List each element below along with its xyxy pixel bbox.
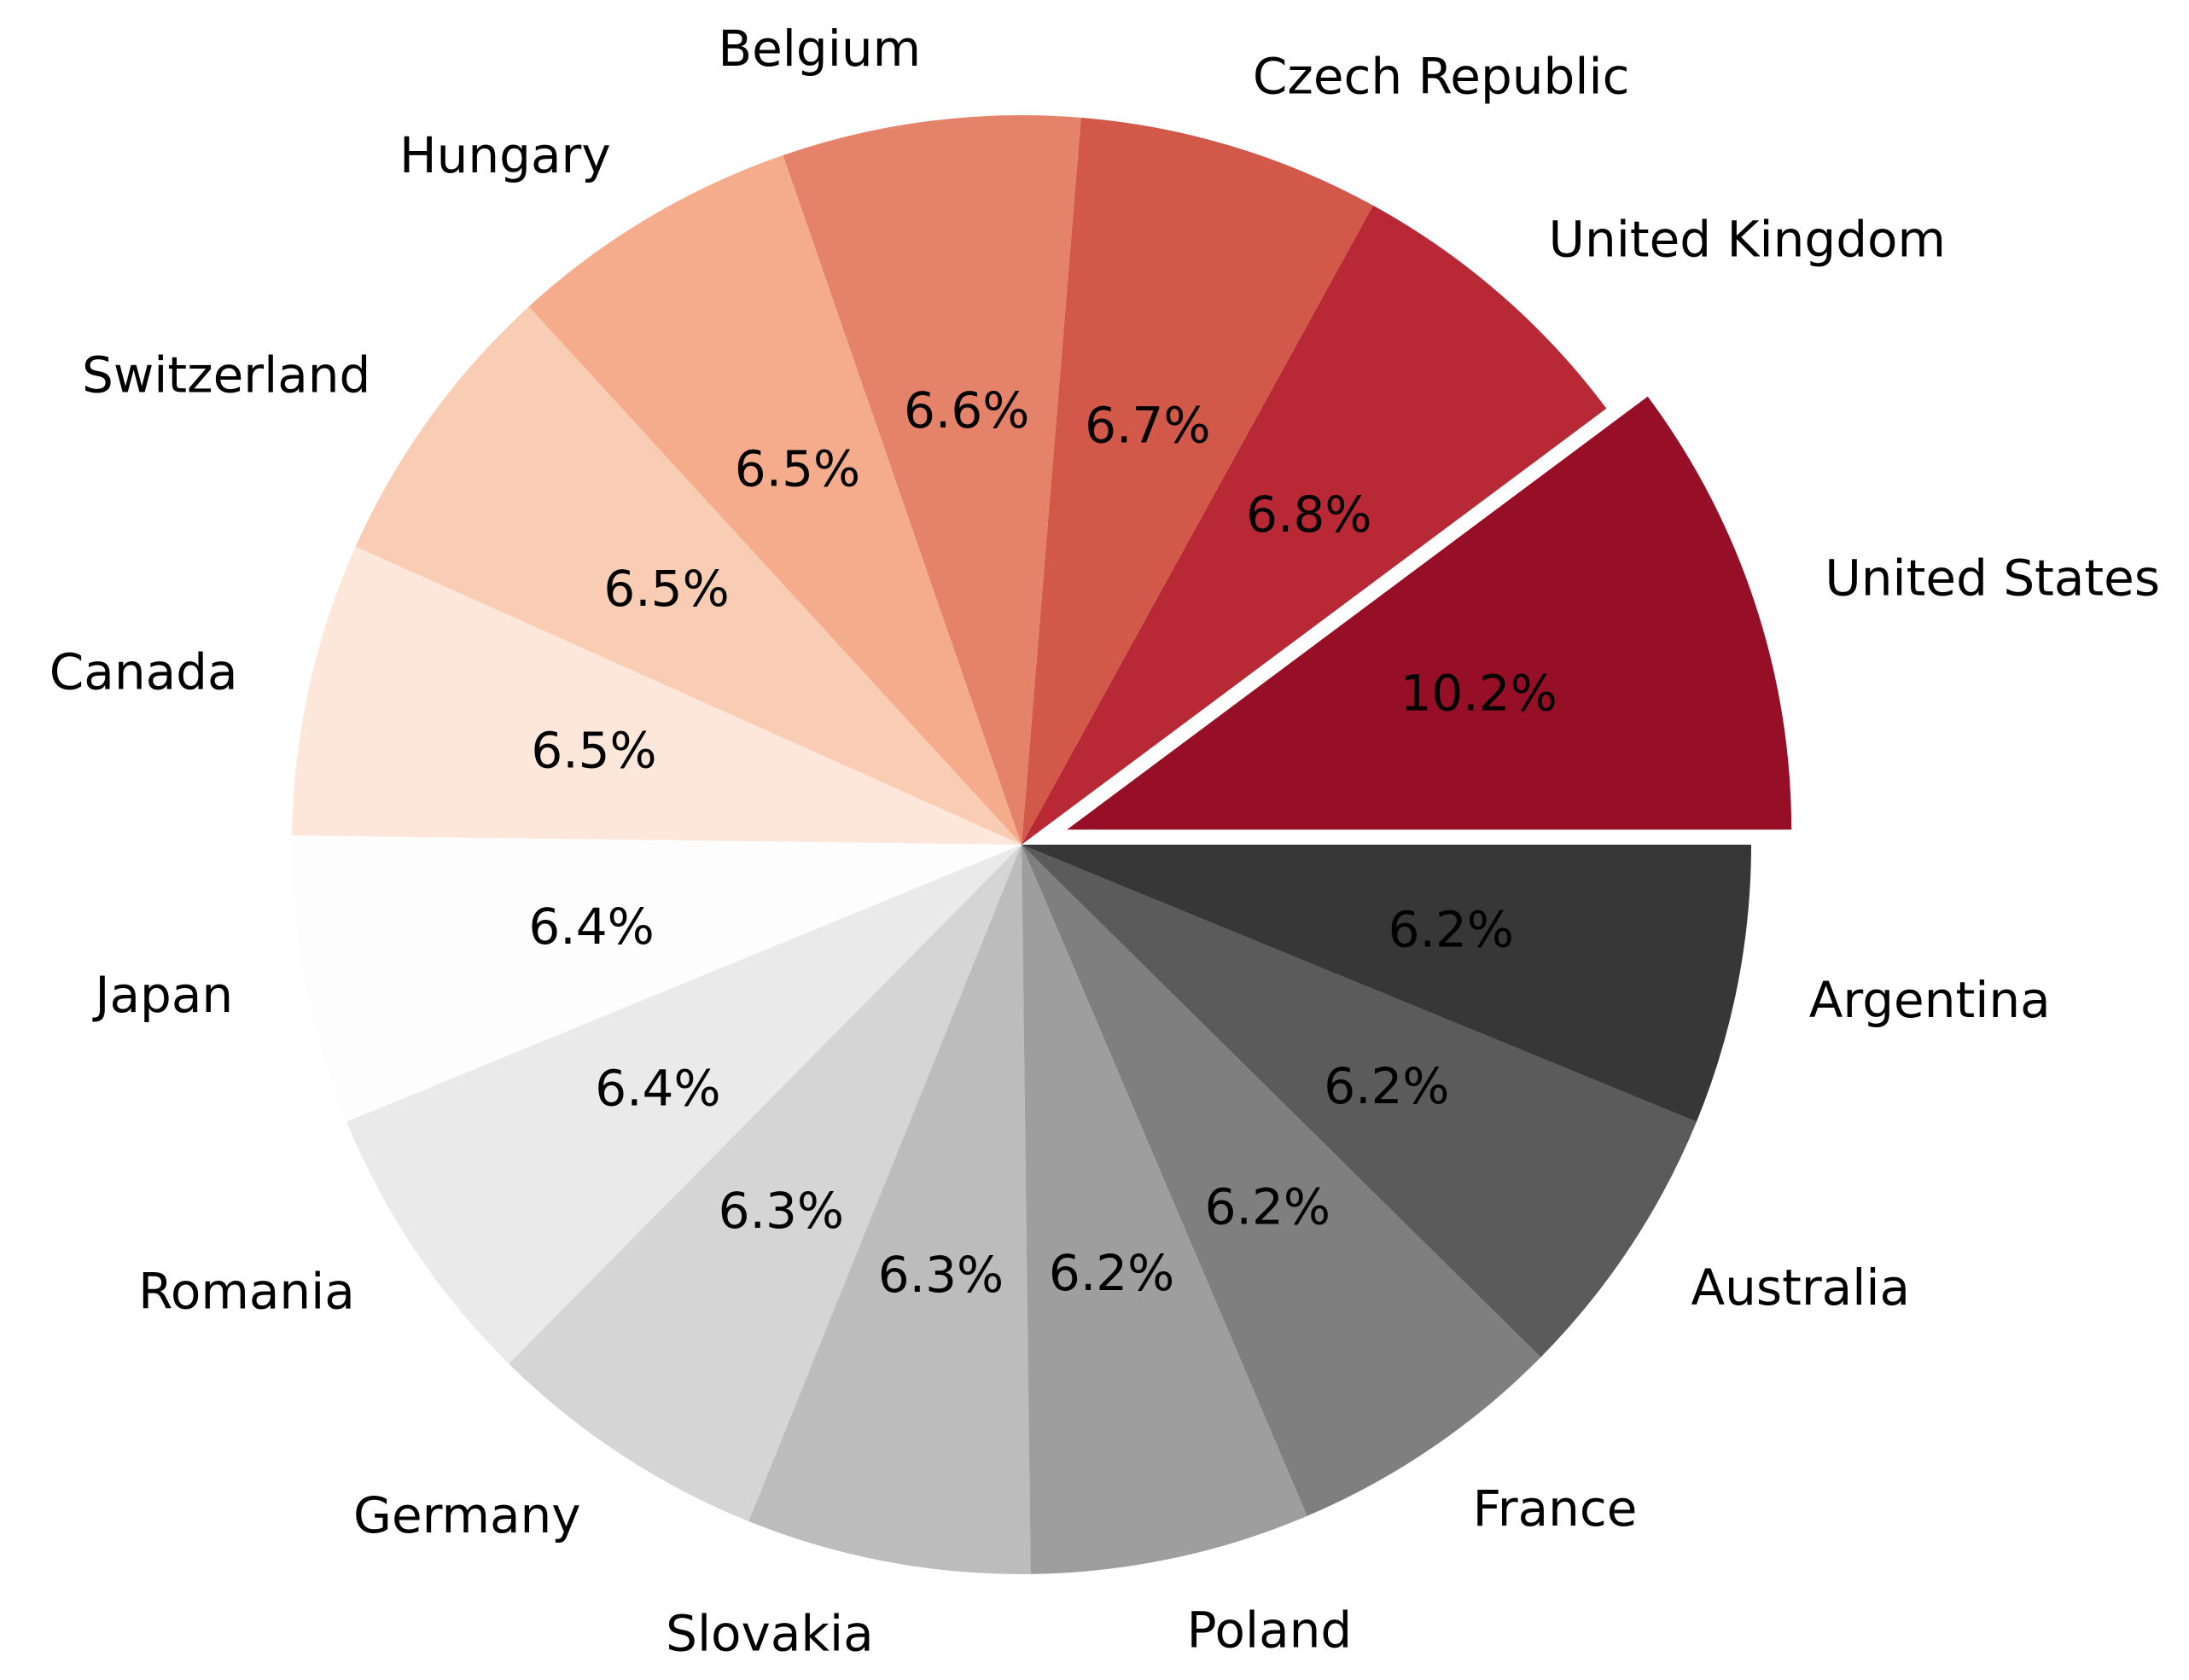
label-czech-republic: Czech Republic — [1253, 47, 1630, 105]
label-germany: Germany — [353, 1486, 581, 1544]
label-poland: Poland — [1187, 1601, 1353, 1659]
slice-united-states — [1059, 392, 1795, 833]
label-france: France — [1473, 1479, 1638, 1538]
slice-czech-republic — [1022, 117, 1373, 845]
slice-germany — [509, 845, 1022, 1521]
pct-label-switzerland: 6.5% — [603, 560, 729, 618]
label-switzerland: Switzerland — [82, 346, 370, 404]
label-romania: Romania — [138, 1263, 355, 1321]
slice-france — [1022, 845, 1541, 1516]
pct-label-slovakia: 6.3% — [878, 1246, 1004, 1304]
slice-canada — [292, 546, 1022, 845]
pct-label-belgium: 6.6% — [904, 381, 1029, 439]
label-canada: Canada — [49, 643, 238, 701]
label-belgium: Belgium — [718, 20, 921, 78]
pct-label-australia: 6.2% — [1324, 1057, 1449, 1115]
label-japan: Japan — [92, 966, 233, 1024]
label-australia: Australia — [1691, 1259, 1910, 1317]
slice-slovakia — [748, 845, 1031, 1574]
slice-united-kingdom — [1022, 205, 1607, 845]
label-united-kingdom: United Kingdom — [1549, 211, 1947, 269]
label-united-states: United States — [1825, 549, 2160, 607]
pct-label-hungary: 6.5% — [735, 439, 860, 497]
pct-label-japan: 6.4% — [528, 898, 654, 956]
slice-romania — [346, 845, 1022, 1364]
label-argentina: Argentina — [1809, 971, 2051, 1029]
country-labels: United States United Kingdom Czech Republi… — [49, 20, 2160, 1662]
slice-hungary — [528, 154, 1022, 845]
slice-belgium — [783, 115, 1081, 846]
pct-label-united-states: 10.2% — [1400, 664, 1557, 722]
slice-switzerland — [355, 306, 1022, 845]
pct-label-argentina: 6.2% — [1389, 900, 1514, 958]
pct-label-canada: 6.5% — [531, 722, 656, 780]
pie-slices — [292, 115, 1795, 1574]
slice-japan — [292, 835, 1022, 1122]
label-slovakia: Slovakia — [666, 1604, 874, 1662]
slice-poland — [1022, 845, 1307, 1574]
slice-argentina — [1022, 845, 1751, 1122]
pct-label-france: 6.2% — [1205, 1177, 1330, 1235]
label-hungary: Hungary — [399, 126, 611, 184]
pct-label-romania: 6.4% — [595, 1060, 720, 1118]
pct-label-united-kingdom: 6.8% — [1246, 485, 1371, 544]
pct-label-poland: 6.2% — [1049, 1244, 1174, 1302]
pct-label-germany: 6.3% — [719, 1182, 844, 1240]
pct-label-czech-republic: 6.7% — [1085, 397, 1210, 455]
slice-australia — [1022, 845, 1697, 1357]
percent-labels: 10.2% 6.8% 6.7% 6.6% 6.5% 6.5% 6.5% 6.4% 6.4% 6.3… — [528, 381, 1557, 1304]
